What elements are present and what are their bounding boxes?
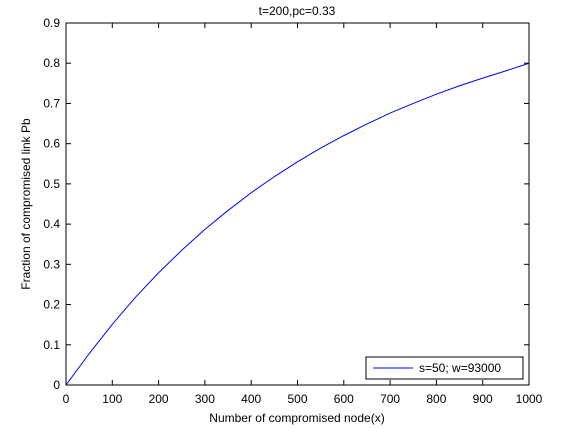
x-tick-label: 800 [426,392,446,406]
y-tick-label: 0.1 [43,338,60,352]
x-tick-label: 0 [63,392,70,406]
x-tick-label: 700 [380,392,400,406]
y-tick-label: 0.4 [43,217,60,231]
y-axis-label: Fraction of compromised link Pb [19,118,33,290]
legend-label: s=50; w=93000 [419,361,501,375]
series-line [65,62,530,386]
plot-frame [65,22,530,386]
y-tick-label: 0.9 [43,16,60,30]
x-axis-label: Number of compromised node(x) [209,411,384,425]
y-tick-label: 0.3 [43,257,60,271]
x-tick-label: 200 [149,392,169,406]
x-tick-label: 400 [241,392,261,406]
x-tick-label: 1000 [516,392,543,406]
x-ticks: 0 100 200 300 400 500 600 700 800 900 1000 [63,23,543,406]
x-tick-label: 300 [195,392,215,406]
y-tick-label: 0.8 [43,56,60,70]
x-tick-label: 900 [473,392,493,406]
series-layer [65,62,530,386]
y-tick-label: 0 [53,378,60,392]
y-ticks: 0 0.1 0.2 0.3 0.4 0.5 0.6 0.7 0.8 0.9 [43,16,529,392]
legend-box [365,356,524,380]
legend: s=50; w=93000 [365,356,524,380]
y-tick-label: 0.5 [43,177,60,191]
y-tick-label: 0.7 [43,96,60,110]
plot-area [66,23,529,385]
chart-title: t=200,pc=0.33 [259,4,336,18]
y-tick-label: 0.2 [43,298,60,312]
y-tick-label: 0.6 [43,137,60,151]
x-tick-label: 100 [102,392,122,406]
x-tick-label: 600 [334,392,354,406]
x-tick-label: 500 [287,392,307,406]
